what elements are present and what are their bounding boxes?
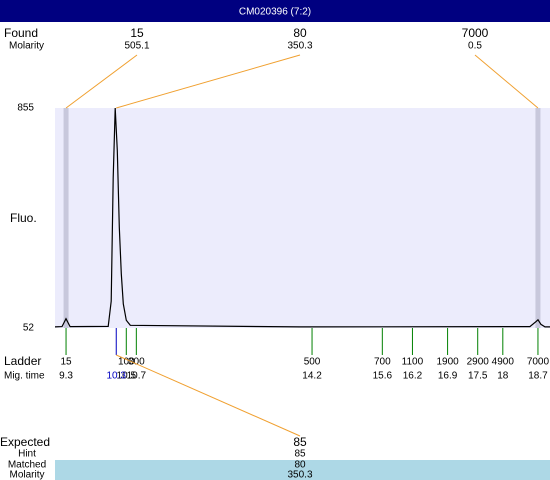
ladder-label: Ladder: [4, 354, 41, 368]
header-bar: [0, 0, 550, 22]
found-mig-time: 10.3: [107, 371, 127, 382]
y-tick-label: 52: [23, 323, 35, 334]
ladder-size: 300: [128, 357, 145, 368]
found-connector: [474, 54, 539, 109]
ladder-size: 1900: [436, 357, 459, 368]
matched-value: 80: [294, 460, 306, 471]
molarity-value: 350.3: [287, 470, 312, 480]
ladder-size: 700: [374, 357, 391, 368]
ladder-size: 7000: [527, 357, 550, 368]
found-size: 80: [293, 26, 307, 40]
ladder-size: 100: [118, 357, 135, 368]
ladder-time: 9.3: [59, 371, 73, 382]
expected-label: Expected: [0, 435, 50, 449]
trace: [54, 107, 550, 328]
found-label: Found: [4, 26, 38, 40]
title: CM020396 (7:2): [239, 7, 311, 18]
found-connector: [65, 54, 138, 109]
hint-label: Hint: [18, 449, 36, 460]
y-tick-label: 855: [17, 103, 34, 114]
ladder-time: 10.7: [127, 371, 147, 382]
ladder-size: 2900: [467, 357, 490, 368]
found-molarity: 0.5: [468, 41, 482, 52]
hint-value: 85: [294, 449, 306, 460]
matched-band: [55, 460, 550, 480]
ladder-time: 18.7: [528, 371, 548, 382]
plot-area: [55, 108, 550, 328]
ladder-size: 15: [60, 357, 72, 368]
ladder-time: 18: [497, 371, 509, 382]
expected-value: 85: [293, 435, 307, 449]
molarity-label: Molarity: [9, 470, 44, 480]
ladder-size: 500: [304, 357, 321, 368]
ladder-size: 4900: [492, 357, 515, 368]
ladder-time: 10.5: [117, 371, 137, 382]
ladder-time: 15.6: [373, 371, 393, 382]
expected-connector: [116, 354, 301, 437]
molarity-label: Molarity: [9, 41, 44, 52]
ladder-time: 16.2: [403, 371, 423, 382]
found-molarity: 505.1: [124, 41, 149, 52]
found-molarity: 350.3: [287, 41, 312, 52]
mig-time-label: Mig. time: [4, 371, 45, 382]
matched-label: Matched: [8, 460, 46, 471]
ladder-marker-band: [535, 108, 541, 328]
ladder-size: 1100: [402, 357, 424, 368]
found-connector: [116, 54, 301, 109]
ladder-time: 14.2: [302, 371, 322, 382]
y-label: Fluo.: [10, 211, 37, 225]
ladder-marker-band: [63, 108, 69, 328]
ladder-time: 17.5: [468, 371, 488, 382]
ladder-time: 16.9: [438, 371, 458, 382]
found-size: 7000: [462, 26, 489, 40]
found-size: 15: [130, 26, 144, 40]
